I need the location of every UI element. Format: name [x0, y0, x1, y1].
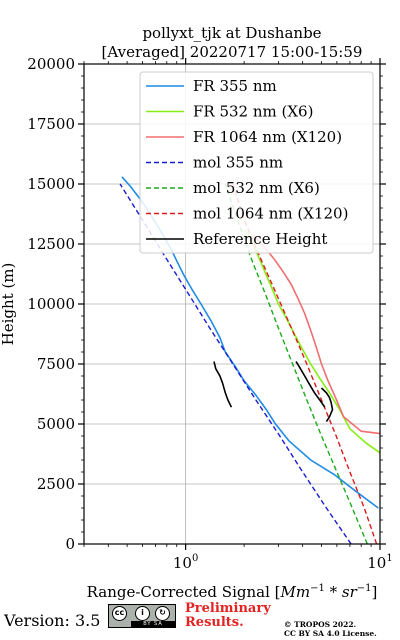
- preliminary-line-2: Results.: [185, 615, 244, 630]
- chart-title-line-1: pollyxt_tjk at Dushanbe: [142, 24, 321, 42]
- preliminary-results-note: Preliminary Results.: [185, 602, 271, 630]
- legend-label-mol-532-nm-x6: mol 532 nm (X6): [193, 179, 320, 197]
- y-tick-label: 2500: [37, 475, 75, 493]
- cc-badge-icons: cc i ↻: [109, 605, 175, 622]
- x-tick-label: 101: [367, 553, 392, 572]
- preliminary-line-1: Preliminary: [185, 601, 271, 616]
- cc-badge-text: BY SA: [131, 621, 175, 627]
- chart-title-line-2: [Averaged] 20220717 15:00-15:59: [102, 43, 363, 61]
- x-tick-label: 100: [173, 553, 198, 572]
- chart-legend: FR 355 nm FR 532 nm (X6) FR 1064 nm (X120)…: [139, 71, 374, 254]
- series-fr-1064-nm-x120: [251, 233, 381, 435]
- legend-label-reference-height: Reference Height: [193, 230, 327, 248]
- y-tick-label: 20000: [27, 55, 75, 73]
- sa-icon: ↻: [155, 606, 170, 621]
- series-reference-height: [295, 361, 326, 408]
- legend-label-fr-532-nm-x6: FR 532 nm (X6): [193, 103, 313, 121]
- series-reference-height: [320, 387, 334, 423]
- legend-label-mol-1064-nm-x120: mol 1064 nm (X120): [193, 205, 348, 223]
- y-tick-label: 17500: [27, 115, 75, 133]
- version-label: Version: 3.5: [4, 611, 101, 630]
- copyright-note: © TROPOS 2022. CC BY SA 4.0 License.: [284, 620, 377, 638]
- legend-label-fr-1064-nm-x120: FR 1064 nm (X120): [193, 128, 342, 146]
- lidar-profile-chart: pollyxt_tjk at Dushanbe [Averaged] 20220…: [0, 24, 393, 600]
- x-axis-label: Range-Corrected Signal [Mm−1 * sr−1]: [87, 583, 378, 600]
- by-icon: i: [135, 606, 150, 621]
- y-axis-ticks: 0 2500 5000 7500 10000 12500 15000 17500 20000: [27, 55, 386, 553]
- copyright-line-1: © TROPOS 2022.: [284, 620, 357, 629]
- cc-icon: cc: [112, 606, 127, 621]
- cc-license-badge[interactable]: cc i ↻ BY SA: [108, 604, 176, 628]
- y-tick-label: 5000: [37, 415, 75, 433]
- y-axis-label: Height (m): [0, 263, 17, 346]
- series-reference-height: [213, 361, 233, 408]
- y-tick-label: 15000: [27, 175, 75, 193]
- y-tick-label: 12500: [27, 235, 75, 253]
- legend-box: [139, 71, 374, 254]
- x-axis-ticks: 100 101: [83, 58, 393, 572]
- y-tick-label: 10000: [27, 295, 75, 313]
- copyright-line-2: CC BY SA 4.0 License.: [284, 629, 377, 638]
- y-tick-label: 0: [65, 535, 75, 553]
- y-tick-label: 7500: [37, 355, 75, 373]
- series-mol-355-nm: [119, 183, 352, 545]
- legend-label-fr-355-nm: FR 355 nm: [193, 77, 277, 95]
- legend-label-mol-355-nm: mol 355 nm: [193, 154, 283, 172]
